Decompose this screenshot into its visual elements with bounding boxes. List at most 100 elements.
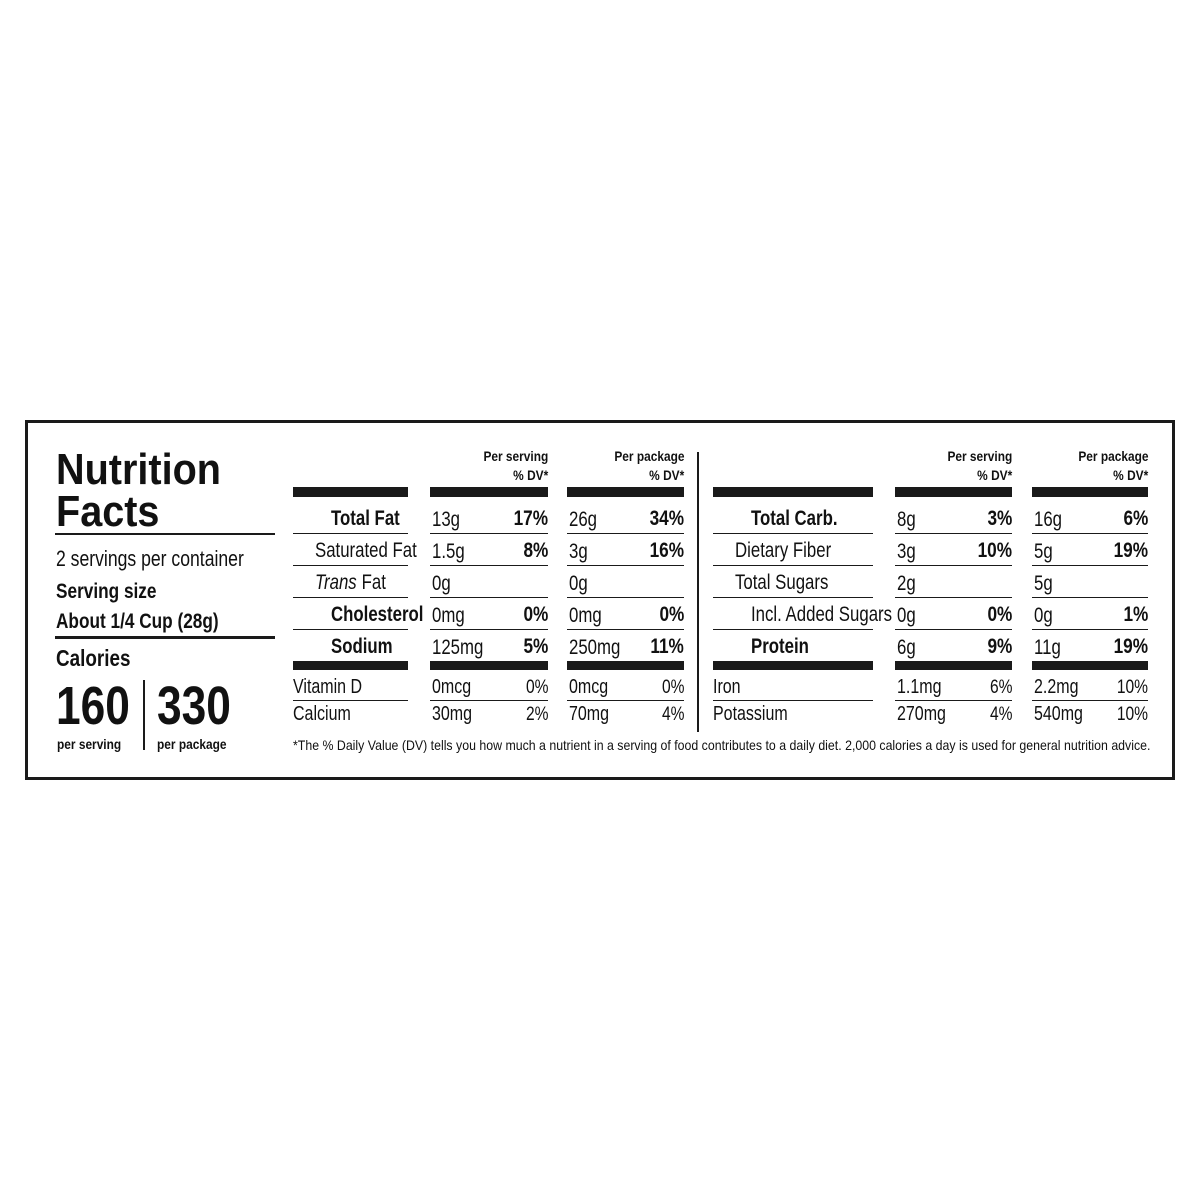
nutrient-name: Calcium bbox=[293, 703, 351, 725]
amount: 125mg bbox=[432, 635, 484, 659]
calories-label: Calories bbox=[56, 644, 131, 671]
thick-bar bbox=[293, 487, 408, 497]
half-divider bbox=[697, 452, 699, 732]
amount: 70mg bbox=[569, 703, 610, 725]
amount: 0g bbox=[897, 603, 916, 627]
amount: 8g bbox=[897, 507, 916, 531]
row-rule bbox=[430, 629, 548, 630]
daily-value: 3% bbox=[987, 506, 1012, 530]
row-rule bbox=[895, 629, 1012, 630]
row-rule bbox=[713, 629, 873, 630]
column-header-dv: % DV* bbox=[976, 467, 1012, 483]
nutrient-name: Dietary Fiber bbox=[735, 538, 832, 562]
amount: 0g bbox=[432, 571, 451, 595]
amount: 11g bbox=[1034, 635, 1061, 659]
serving-rule bbox=[55, 636, 275, 639]
amount: 0mg bbox=[569, 603, 602, 627]
thick-bar bbox=[895, 487, 1012, 497]
row-rule bbox=[713, 597, 873, 598]
amount: 270mg bbox=[897, 703, 946, 725]
daily-value: 4% bbox=[989, 703, 1012, 725]
amount: 0mg bbox=[432, 603, 465, 627]
daily-value: 16% bbox=[649, 538, 684, 562]
row-rule bbox=[293, 597, 408, 598]
row-rule bbox=[713, 533, 873, 534]
thick-bar bbox=[567, 661, 684, 670]
daily-value: 4% bbox=[661, 703, 684, 725]
row-rule bbox=[430, 700, 548, 701]
daily-value: 0% bbox=[987, 602, 1012, 626]
daily-value: 0% bbox=[523, 602, 548, 626]
label-border bbox=[25, 420, 1175, 780]
amount: 1.5g bbox=[432, 539, 465, 563]
calories-amount: 330 bbox=[157, 676, 231, 736]
row-rule bbox=[1032, 597, 1148, 598]
column-header: Per serving bbox=[947, 448, 1012, 464]
serving-size: About 1/4 Cup (28g) bbox=[56, 609, 219, 633]
row-rule bbox=[713, 700, 873, 701]
row-rule bbox=[567, 565, 684, 566]
calories-amount: 160 bbox=[56, 676, 130, 736]
daily-value: 5% bbox=[523, 634, 548, 658]
nutrient-name: Trans bbox=[315, 570, 357, 594]
row-rule bbox=[293, 565, 408, 566]
amount: 0g bbox=[1034, 603, 1053, 627]
thick-bar bbox=[293, 661, 408, 670]
nutrient-name: Vitamin D bbox=[293, 676, 363, 698]
daily-value: 8% bbox=[523, 538, 548, 562]
daily-value: 9% bbox=[987, 634, 1012, 658]
row-rule bbox=[567, 700, 684, 701]
amount: 2.2mg bbox=[1034, 676, 1079, 698]
thick-bar bbox=[713, 661, 873, 670]
nutrient-name: Total Fat bbox=[331, 506, 400, 530]
daily-value: 10% bbox=[977, 538, 1012, 562]
amount: 0g bbox=[569, 571, 588, 595]
amount: 250mg bbox=[569, 635, 621, 659]
thick-bar bbox=[430, 661, 548, 670]
nutrient-name: Protein bbox=[751, 634, 809, 658]
amount: 5g bbox=[1034, 571, 1053, 595]
row-rule bbox=[895, 597, 1012, 598]
daily-value: 34% bbox=[649, 506, 684, 530]
amount: 5g bbox=[1034, 539, 1053, 563]
row-rule bbox=[1032, 533, 1148, 534]
row-rule bbox=[567, 629, 684, 630]
daily-value: 0% bbox=[661, 676, 684, 698]
serving-size-label: Serving size bbox=[56, 579, 157, 603]
row-rule bbox=[713, 565, 873, 566]
row-rule bbox=[895, 700, 1012, 701]
amount: 16g bbox=[1034, 507, 1063, 531]
row-rule bbox=[567, 597, 684, 598]
row-rule bbox=[293, 533, 408, 534]
amount: 0mcg bbox=[432, 676, 472, 698]
row-rule bbox=[293, 629, 408, 630]
daily-value: 11% bbox=[650, 634, 684, 658]
nutrient-name: Fat bbox=[356, 570, 386, 594]
amount: 13g bbox=[432, 507, 461, 531]
daily-value: 19% bbox=[1113, 538, 1148, 562]
thick-bar bbox=[713, 487, 873, 497]
title: Nutrition bbox=[56, 445, 221, 494]
daily-value: 6% bbox=[1123, 506, 1148, 530]
amount: 30mg bbox=[432, 703, 473, 725]
calories-basis: per package bbox=[157, 736, 227, 752]
daily-value: 10% bbox=[1116, 703, 1148, 725]
thick-bar bbox=[895, 661, 1012, 670]
row-rule bbox=[1032, 565, 1148, 566]
column-header: Per package bbox=[613, 448, 684, 464]
daily-value: 1% bbox=[1123, 602, 1148, 626]
column-header: Per package bbox=[1077, 448, 1148, 464]
amount: 0mcg bbox=[569, 676, 609, 698]
calories-basis: per serving bbox=[57, 736, 122, 752]
row-rule bbox=[1032, 700, 1148, 701]
row-rule bbox=[567, 533, 684, 534]
daily-value: 0% bbox=[525, 676, 548, 698]
column-header-dv: % DV* bbox=[512, 467, 548, 483]
footnote: *The % Daily Value (DV) tells you how mu… bbox=[293, 737, 1151, 753]
daily-value: 10% bbox=[1116, 676, 1148, 698]
thick-bar bbox=[567, 487, 684, 497]
nutrient-name: Potassium bbox=[713, 703, 788, 725]
thick-bar bbox=[430, 487, 548, 497]
row-rule bbox=[430, 597, 548, 598]
nutrient-name: Cholesterol bbox=[331, 602, 424, 626]
